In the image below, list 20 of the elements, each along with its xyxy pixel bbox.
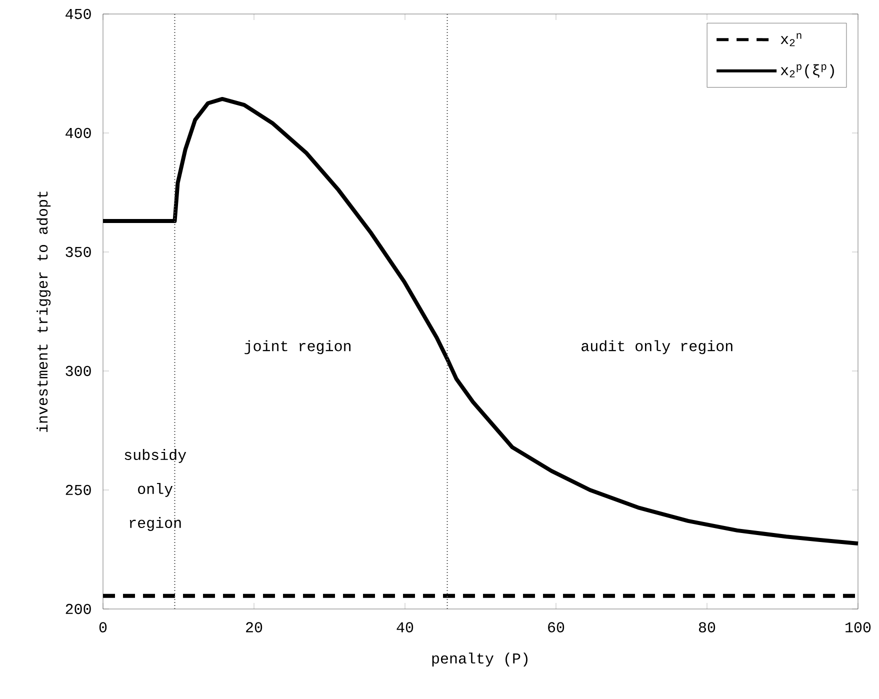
x-tick-label: 20 [246, 622, 262, 632]
x-tick-label: 40 [396, 622, 414, 632]
x-tick-label: 80 [698, 622, 716, 632]
y-tick-label: 350 [66, 246, 91, 258]
x-tick-label: 0 [99, 622, 107, 632]
annotation: audit only region [582, 340, 732, 354]
text: subsidy only region [124, 449, 186, 531]
y-tick-label: 250 [66, 484, 91, 496]
line-series [101, 96, 860, 546]
x-tick-label: 60 [548, 622, 564, 632]
y-tick-label: 200 [66, 604, 91, 614]
y-axis-title: investment trigger to adopt [36, 192, 51, 432]
legend-label: x$_{2}$n [780, 33, 802, 46]
y-tick-label: 300 [66, 366, 91, 376]
y-tick-label: 400 [66, 128, 91, 138]
x-tick-label: 100 [846, 622, 871, 632]
annotation: joint region [244, 340, 350, 354]
legend-label: x$_{2}$$^{p}$(ξ$^{p}$) [780, 64, 834, 78]
y-tick-label: 450 [66, 8, 91, 20]
x-axis-title: penalty (P) [432, 652, 528, 667]
